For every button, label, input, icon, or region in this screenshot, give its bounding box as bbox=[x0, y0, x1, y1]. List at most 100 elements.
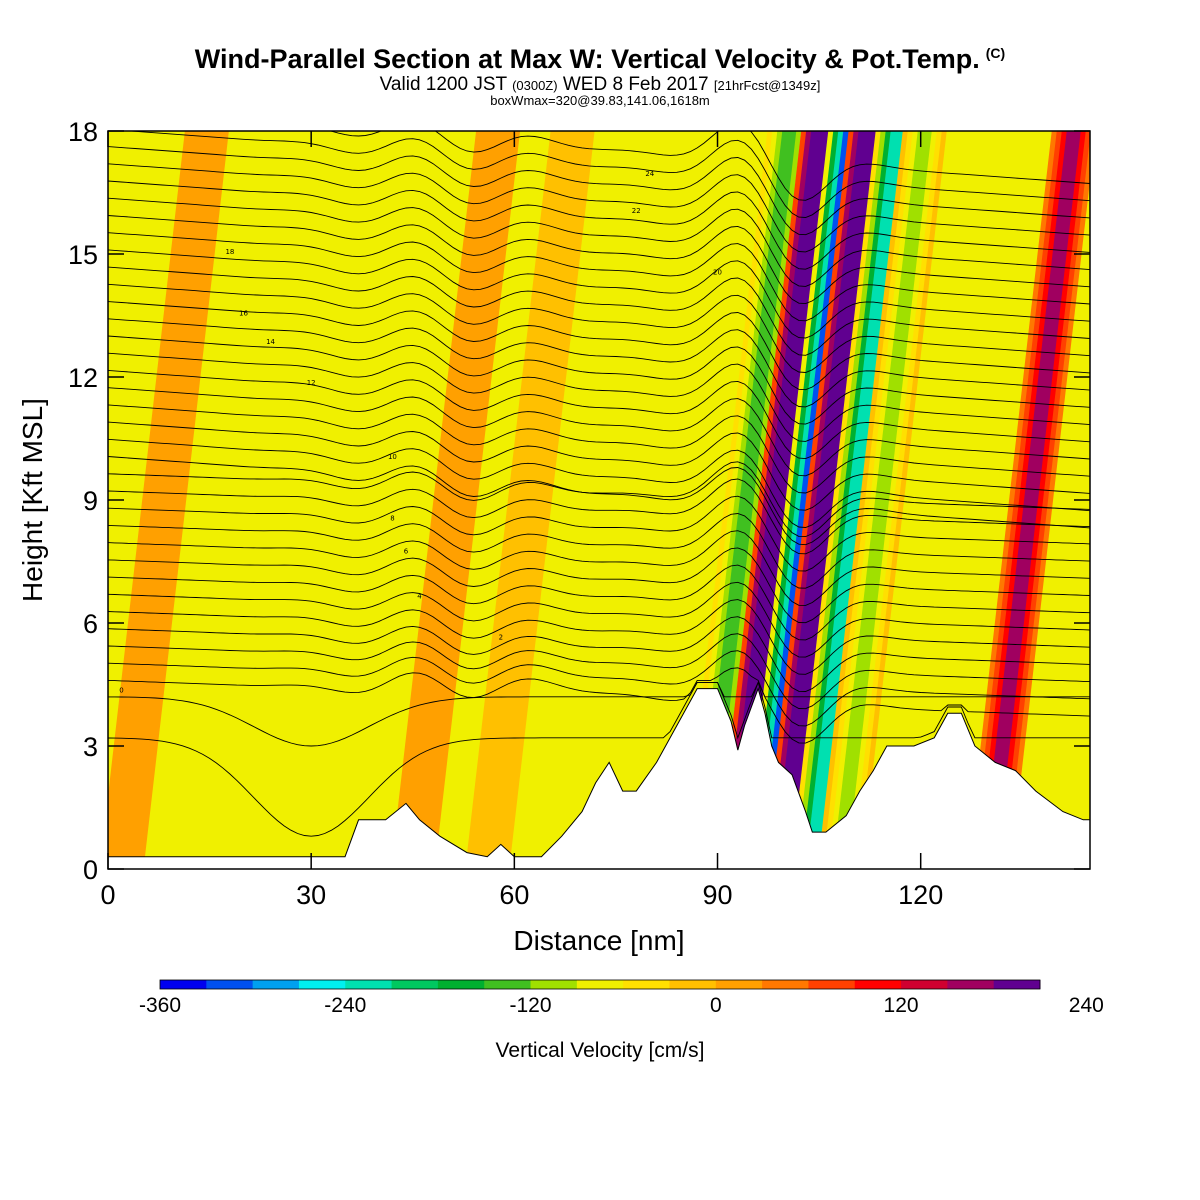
colorbar-tick-label: -120 bbox=[510, 994, 552, 1017]
isentrope-30 bbox=[108, 163, 1090, 253]
colorbar-swatch bbox=[437, 980, 485, 989]
colorbar-swatch bbox=[160, 980, 207, 989]
isentrope-13 bbox=[108, 456, 1090, 546]
valid-time: Valid 1200 JST bbox=[379, 74, 507, 95]
colorbar-swatch bbox=[206, 980, 254, 989]
contour-label: 12 bbox=[307, 379, 316, 387]
x-tick-label: 30 bbox=[296, 880, 326, 910]
isentrope-17 bbox=[108, 387, 1090, 477]
isentrope-31 bbox=[108, 146, 1090, 236]
isentrope-18 bbox=[108, 369, 1090, 460]
contour-label: 4 bbox=[417, 592, 422, 600]
x-tick-label: 120 bbox=[898, 880, 943, 910]
isentrope-12 bbox=[108, 461, 1090, 538]
isentrope-27 bbox=[108, 215, 1090, 305]
isentrope-low-1 bbox=[108, 680, 1090, 837]
potential-temperature-contours bbox=[108, 131, 1090, 837]
isentrope-19 bbox=[108, 352, 1090, 442]
terrain bbox=[108, 686, 1090, 869]
colorbar-swatch bbox=[854, 980, 902, 989]
velocity-band-4-level-0 bbox=[730, 131, 831, 869]
contour-label: 14 bbox=[266, 338, 275, 346]
isentrope-9 bbox=[108, 513, 1090, 589]
colorbar-border bbox=[159, 979, 1041, 990]
colorbar-swatch bbox=[901, 980, 948, 989]
y-tick-label: 3 bbox=[83, 732, 98, 762]
isentrope-6 bbox=[108, 564, 1090, 641]
colorbar-tick-label: 240 bbox=[1069, 994, 1104, 1017]
isentrope-15 bbox=[108, 421, 1090, 511]
copyright-mark: (C) bbox=[985, 45, 1006, 61]
contour-label: 0 bbox=[119, 687, 123, 695]
isentrope-29 bbox=[108, 180, 1090, 270]
colorbar-swatch bbox=[808, 980, 856, 989]
contour-label: 16 bbox=[239, 310, 248, 318]
colorbar-swatch bbox=[298, 980, 346, 989]
isentrope-14 bbox=[108, 438, 1090, 528]
contour-label: 2 bbox=[499, 633, 503, 641]
isentrope-25 bbox=[108, 249, 1090, 339]
contour-label: 8 bbox=[390, 515, 394, 523]
velocity-band-0-level-0 bbox=[114, 131, 214, 869]
isentrope-2 bbox=[108, 633, 1090, 710]
terrain-profile bbox=[108, 686, 1090, 869]
colorbar-tick-label: 120 bbox=[884, 994, 919, 1017]
contour-label: 20 bbox=[713, 269, 722, 277]
colorbar-swatch bbox=[576, 980, 624, 989]
isentrope-23 bbox=[108, 283, 1090, 373]
contour-label: 10 bbox=[388, 453, 397, 461]
isentrope-0 bbox=[108, 667, 1090, 744]
chart-title-text: Wind-Parallel Section at Max W: Vertical… bbox=[194, 44, 980, 74]
isentrope-8 bbox=[108, 530, 1090, 606]
isentrope-22 bbox=[108, 301, 1090, 391]
colorbar-swatch bbox=[669, 980, 717, 989]
isentrope-3 bbox=[108, 616, 1090, 692]
isentrope-24 bbox=[108, 266, 1090, 356]
isentrope-5 bbox=[108, 581, 1090, 658]
colorbar-tick-label: 0 bbox=[710, 994, 722, 1017]
colorbar: -360-240-1200120240360Vertical Velocity … bbox=[139, 979, 1104, 1062]
valid-date: WED 8 Feb 2017 bbox=[562, 74, 709, 95]
velocity-band-6-level-0 bbox=[778, 131, 878, 869]
colorbar-swatch bbox=[252, 980, 300, 989]
colorbar-swatch bbox=[715, 980, 763, 989]
isentrope-26 bbox=[108, 232, 1090, 322]
chart-title: Wind-Parallel Section at Max W: Vertical… bbox=[0, 44, 1200, 75]
y-tick-label: 18 bbox=[68, 117, 98, 147]
colorbar-swatch bbox=[623, 980, 670, 989]
y-tick-label: 12 bbox=[68, 363, 98, 393]
colorbar-label: Vertical Velocity [cm/s] bbox=[496, 1039, 705, 1062]
y-axis-label: Height [Kft MSL] bbox=[17, 398, 48, 602]
x-axis-label: Distance [nm] bbox=[513, 925, 684, 956]
x-tick-label: 60 bbox=[499, 880, 529, 910]
colorbar-tick-label: -240 bbox=[324, 994, 366, 1017]
x-tick-label: 0 bbox=[100, 880, 115, 910]
colorbar-swatch bbox=[762, 980, 809, 989]
colorbar-swatch bbox=[947, 980, 995, 989]
colorbar-swatch bbox=[345, 980, 393, 989]
isentrope-21 bbox=[108, 318, 1090, 408]
isentrope-7 bbox=[108, 547, 1090, 624]
box-info: boxWmax=320@39.83,141.06,1618m bbox=[490, 93, 710, 108]
y-tick-label: 9 bbox=[83, 486, 98, 516]
velocity-band-7-level-0 bbox=[805, 131, 905, 869]
isentrope-20 bbox=[108, 335, 1090, 425]
isentrope-1 bbox=[108, 650, 1090, 727]
contour-label: 18 bbox=[225, 248, 234, 256]
contour-label: 22 bbox=[632, 207, 641, 215]
colorbar-swatch bbox=[530, 980, 578, 989]
isentrope-28 bbox=[108, 197, 1090, 287]
y-axis: 0 3 6 9 12 15 18 Height [Kft MSL] bbox=[17, 117, 1090, 885]
y-tick-label: 15 bbox=[68, 240, 98, 270]
colorbar-swatch bbox=[484, 980, 532, 989]
velocity-band-1-level-0 bbox=[405, 131, 506, 869]
velocity-band-8-level-0 bbox=[832, 131, 932, 869]
isentrope-11 bbox=[108, 478, 1090, 555]
colorbar-swatch bbox=[993, 980, 1041, 989]
colorbar-swatch bbox=[391, 980, 439, 989]
isentrope-33 bbox=[328, 131, 1090, 201]
contour-label: 6 bbox=[404, 547, 409, 555]
